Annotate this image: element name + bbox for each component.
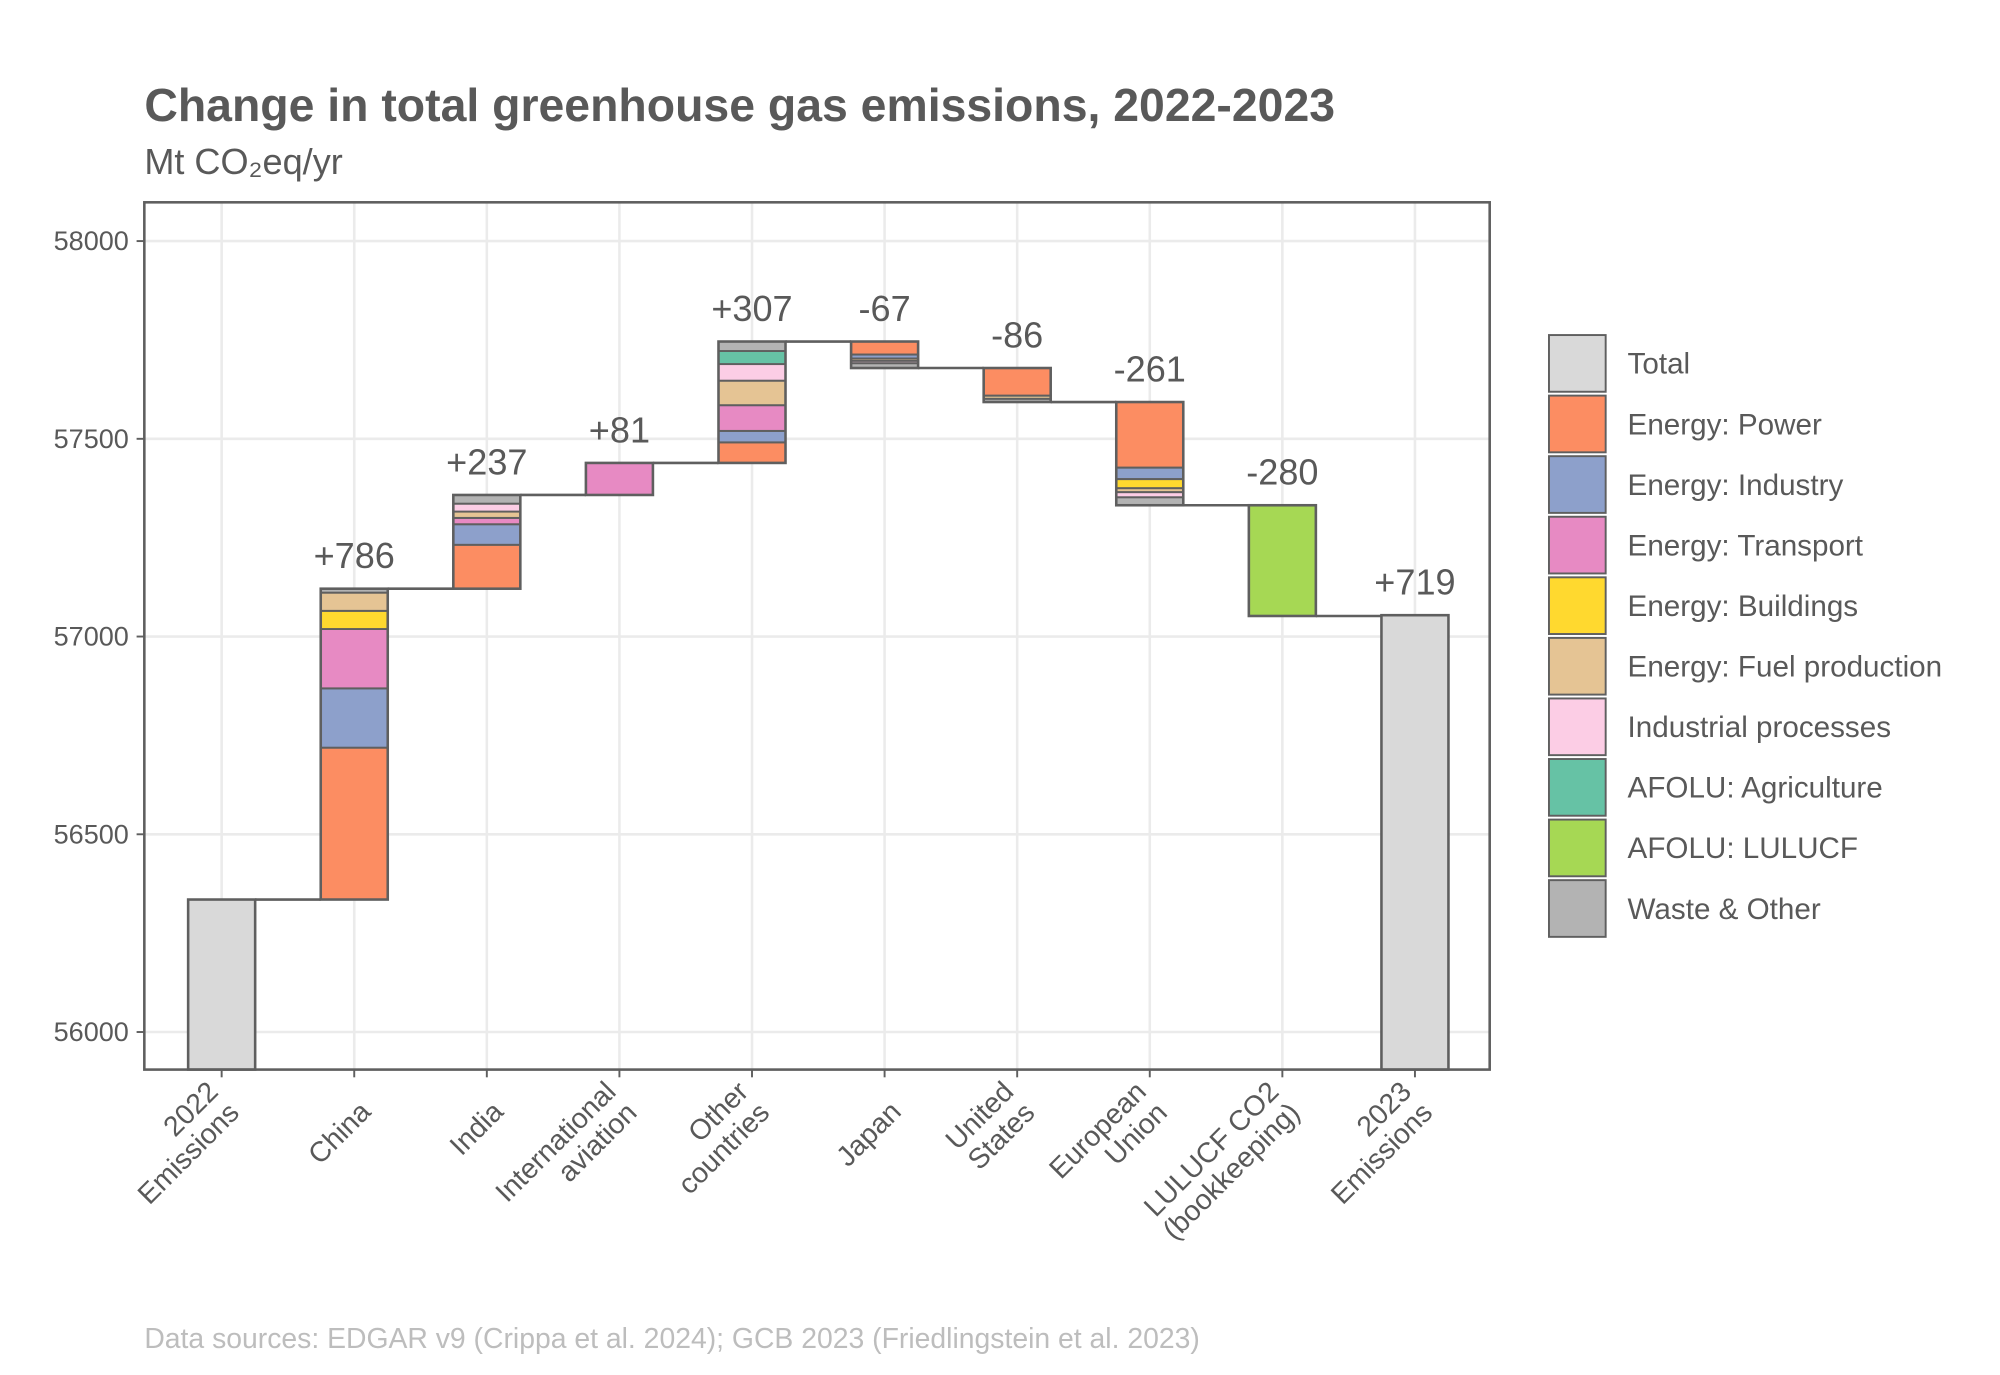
legend-label: AFOLU: Agriculture — [1628, 772, 1883, 805]
legend-label: AFOLU: LULUCF — [1628, 832, 1858, 865]
change-label: +81 — [589, 409, 650, 450]
x-tick-label: 2023Emissions — [1304, 1076, 1439, 1211]
change-label: +237 — [446, 441, 527, 482]
segment — [452, 523, 522, 546]
legend-key — [1548, 576, 1607, 635]
legend-key — [1548, 636, 1607, 696]
x-tick-label: India — [444, 1096, 510, 1162]
bar-outline — [319, 587, 390, 901]
legend-key — [1548, 758, 1607, 817]
legend-key — [1548, 515, 1607, 575]
y-tick-label: 57000 — [54, 622, 129, 652]
total-bar — [186, 898, 257, 1071]
legend-label: Energy: Power — [1628, 408, 1822, 441]
x-tick-label: LULUCF CO2(bookkeeping) — [1136, 1076, 1307, 1247]
x-tick-label: 2022Emissions — [111, 1076, 246, 1211]
bar-outline — [584, 461, 655, 497]
y-tick-label: 58000 — [54, 226, 129, 256]
legend-label: Energy: Industry — [1628, 469, 1844, 502]
x-tick-label: Othercountries — [651, 1076, 776, 1201]
bar-outline — [982, 366, 1052, 404]
chart-title: Change in total greenhouse gas emissions… — [144, 79, 1335, 131]
x-tick-label: UnitedStates — [940, 1076, 1042, 1178]
segment — [717, 379, 787, 407]
segment — [452, 502, 522, 513]
legend-key — [1548, 697, 1607, 757]
segment — [717, 441, 787, 464]
segment — [1115, 466, 1185, 481]
legend-label: Energy: Buildings — [1628, 590, 1859, 623]
legend-label: Energy: Fuel production — [1628, 651, 1943, 684]
bar-outline — [1247, 503, 1318, 618]
bar-outline — [849, 340, 920, 370]
segment — [717, 404, 787, 432]
segment — [717, 340, 787, 352]
change-label: +719 — [1374, 562, 1455, 603]
legend-label: Total — [1628, 348, 1691, 381]
segment — [1115, 401, 1185, 469]
total-bar — [1380, 613, 1450, 1071]
segment — [319, 687, 389, 749]
segment — [850, 340, 920, 356]
x-tick-label: Japan — [830, 1096, 907, 1173]
legend-key — [1548, 455, 1607, 514]
change-label: -261 — [1114, 348, 1186, 389]
legend-label: Waste & Other — [1628, 893, 1821, 926]
segment — [717, 429, 787, 444]
plot-border — [143, 201, 1491, 1071]
legend-label: Industrial processes — [1628, 711, 1891, 744]
y-tick-label: 57500 — [54, 424, 129, 454]
segment — [1247, 504, 1317, 617]
bar-outline — [717, 340, 787, 465]
segment — [1115, 478, 1185, 490]
change-label: +786 — [314, 535, 395, 576]
change-label: -86 — [991, 314, 1043, 355]
legend-key — [1548, 334, 1607, 393]
legend-key — [1548, 818, 1607, 878]
segment — [452, 543, 522, 590]
segment — [319, 746, 389, 901]
chart-subtitle: Mt CO₂eq/yr — [144, 141, 342, 182]
legend-key — [1548, 394, 1607, 454]
segment — [319, 628, 389, 690]
change-label: -280 — [1246, 452, 1318, 493]
bar-outline — [1114, 400, 1185, 507]
x-tick-label: China — [302, 1096, 377, 1171]
legend-key — [1548, 879, 1607, 938]
segment — [982, 367, 1052, 397]
change-label: -67 — [859, 288, 911, 329]
legend-label: Energy: Transport — [1628, 529, 1864, 562]
segment — [319, 591, 389, 612]
x-tick-label: Internationalaviation — [489, 1076, 643, 1230]
change-label: +307 — [711, 288, 792, 329]
y-tick-label: 56500 — [54, 819, 129, 849]
segment — [319, 609, 389, 630]
bar-outline — [452, 493, 522, 590]
segment — [584, 461, 654, 496]
segment — [717, 363, 787, 382]
segment — [452, 494, 522, 505]
y-tick-label: 56000 — [54, 1017, 129, 1047]
caption: Data sources: EDGAR v9 (Crippa et al. 20… — [144, 1323, 1200, 1355]
segment — [717, 350, 787, 366]
